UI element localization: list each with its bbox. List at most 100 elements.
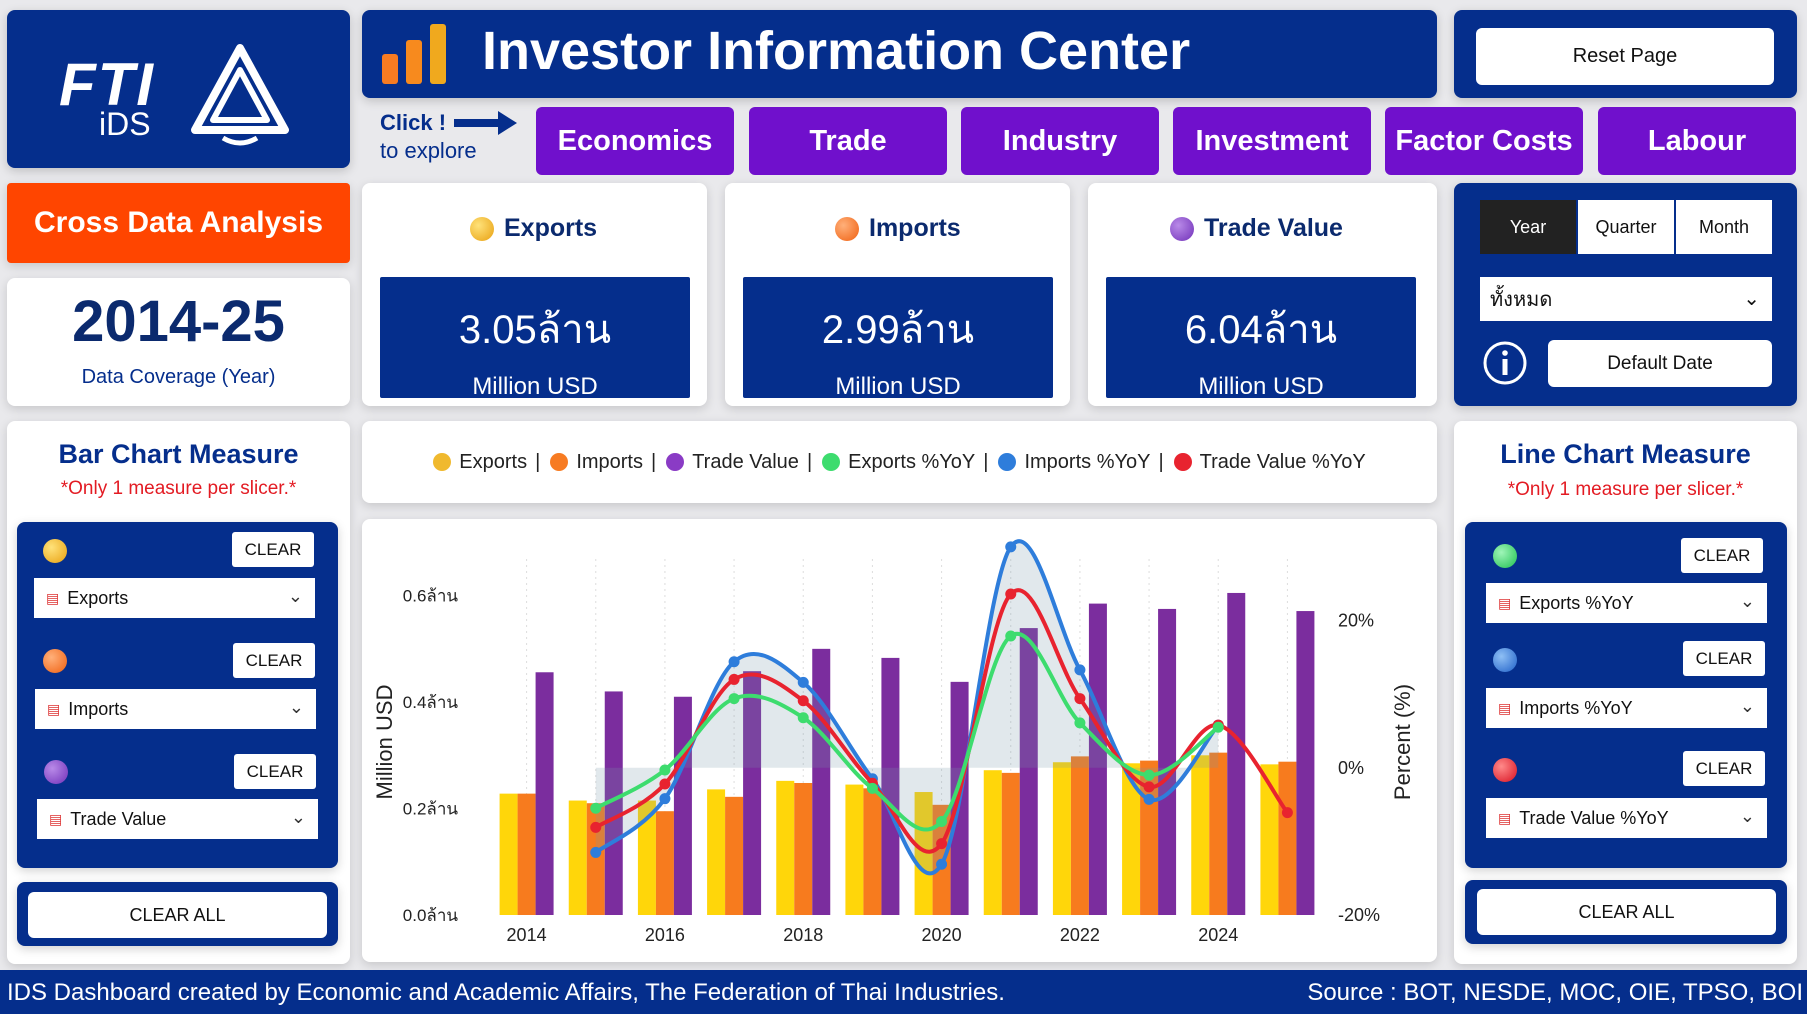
chevron-down-icon: ⌄ (1743, 288, 1760, 310)
kpi-unit-imports: Million USD (835, 373, 961, 400)
tab-factor-costs[interactable]: Factor Costs (1385, 107, 1583, 175)
title-banner: Investor Information Center (362, 10, 1437, 98)
logo-fti-text: FTI (59, 51, 155, 118)
legend-item-trade-value-yoy[interactable]: Trade Value %YoY (1173, 451, 1366, 474)
bar-measure-title: Bar Chart Measure (58, 439, 299, 469)
legend-separator: | (983, 450, 989, 473)
legend-item-exports-yoy[interactable]: Exports %YoY | (822, 451, 988, 474)
bar-exports (983, 770, 1002, 915)
line-imports-yoy-point (728, 656, 740, 668)
clear-exports-yoy-button[interactable]: CLEAR (1681, 538, 1763, 573)
imports-yoy-measure-select[interactable]: ▤ Imports %YoY ⌄ (1486, 688, 1767, 728)
clear-trade-value-yoy-button[interactable]: CLEAR (1683, 751, 1765, 786)
chart-card: 0.0ล้าน 0.2ล้าน 0.4ล้าน 0.6ล้าน -20% 0% 20% Mil… (362, 519, 1437, 962)
kpi-value-trade-value: 6.04ล้าน (1184, 308, 1338, 352)
default-date-button[interactable]: Default Date (1548, 340, 1772, 387)
legend-dot-icon (666, 453, 685, 471)
reset-page-button[interactable]: Reset Page (1476, 28, 1774, 85)
x-tick-label: 2016 (645, 925, 685, 945)
bar-trade-value (812, 648, 831, 915)
line-exports-yoy-point (590, 802, 602, 814)
clear-exports-button[interactable]: CLEAR (232, 532, 314, 567)
imports-slicer-dot-icon (43, 649, 67, 673)
bar-imports (1070, 756, 1089, 915)
kpi-title-trade-value: Trade Value (1170, 214, 1343, 243)
line-exports-yoy-point (797, 712, 809, 724)
trade-value-measure-select[interactable]: ▤ Trade Value ⌄ (37, 799, 318, 839)
logo-panel: FTI iDS (7, 10, 350, 168)
bar-imports (1278, 761, 1297, 915)
combo-chart: 0.0ล้าน 0.2ล้าน 0.4ล้าน 0.6ล้าน -20% 0% 20% Mil… (372, 539, 1415, 945)
bar-exports (707, 789, 726, 915)
reset-panel: Reset Page (1454, 10, 1797, 98)
tab-labour[interactable]: Labour (1598, 107, 1796, 175)
x-tick-label: 2014 (507, 925, 547, 945)
bar-imports (517, 793, 536, 915)
clear-trade-value-button[interactable]: CLEAR (234, 754, 316, 789)
line-imports-yoy-point (590, 846, 602, 858)
legend-separator: | (1158, 450, 1164, 473)
coverage-years: 2014-25 (72, 289, 285, 354)
imports-measure-select[interactable]: ▤ Imports ⌄ (35, 689, 316, 729)
kpi-title-exports: Exports (470, 214, 597, 243)
explore-hint: Click ! to explore (380, 110, 518, 164)
bar-exports (1191, 755, 1210, 915)
period-tab-year[interactable]: Year (1480, 200, 1576, 254)
line-imports-yoy-point (1005, 541, 1017, 553)
line-measure-note: *Only 1 measure per slicer.* (1507, 479, 1744, 500)
y2-tick-label: 20% (1338, 611, 1374, 631)
legend-dot-icon (433, 453, 452, 471)
legend-card: Exports | Imports | Trade Value | Exports %… (362, 421, 1437, 503)
chevron-down-icon: ⌄ (1739, 591, 1755, 611)
bar-trade-value (604, 691, 623, 915)
legend-dot-icon (550, 453, 569, 471)
y2-tick-label: 0% (1338, 758, 1364, 778)
period-tab-quarter[interactable]: Quarter (1578, 200, 1674, 254)
kpi-box-exports: 3.05ล้าน Million USD (380, 277, 690, 400)
tab-economics[interactable]: Economics (536, 107, 734, 175)
info-icon[interactable] (1482, 340, 1528, 386)
tab-investment[interactable]: Investment (1173, 107, 1371, 175)
legend-item-exports[interactable]: Exports | (433, 451, 540, 474)
tab-trade[interactable]: Trade (749, 107, 947, 175)
y-tick-label: 0.6ล้าน (403, 587, 459, 606)
exports-measure-select[interactable]: ▤ Exports ⌄ (34, 578, 315, 618)
period-dropdown-value: ทั้งหมด (1490, 289, 1553, 311)
y2-tick-label: -20% (1338, 905, 1380, 925)
clear-imports-button[interactable]: CLEAR (233, 643, 315, 678)
bar-exports (499, 793, 518, 915)
footer-bar: IDS Dashboard created by Economic and Ac… (0, 970, 1807, 1014)
clear-imports-yoy-button[interactable]: CLEAR (1683, 641, 1765, 676)
footer-credit: IDS Dashboard created by Economic and Ac… (7, 979, 1005, 1006)
exports-slicer-dot-icon (43, 539, 67, 563)
line-trade-value-yoy-point (590, 821, 602, 833)
period-dropdown[interactable]: ทั้งหมด ⌄ (1480, 277, 1772, 321)
line-exports-yoy (594, 631, 1220, 832)
bar-imports (586, 803, 605, 915)
logo-triangle-icon (191, 44, 289, 146)
legend-item-imports[interactable]: Imports | (550, 451, 656, 474)
trade-value-slicer-dot-icon (44, 760, 68, 784)
trade-value-yoy-measure-select[interactable]: ▤ Trade Value %YoY ⌄ (1486, 798, 1767, 838)
chevron-down-icon: ⌄ (1739, 806, 1755, 826)
legend-item-imports-yoy[interactable]: Imports %YoY | (998, 450, 1164, 474)
tab-industry[interactable]: Industry (961, 107, 1159, 175)
cross-data-analysis-button[interactable]: Cross Data Analysis (7, 183, 350, 263)
line-imports-yoy-point (659, 793, 671, 805)
period-tab-month[interactable]: Month (1676, 200, 1772, 254)
x-tick-label: 2018 (783, 925, 823, 945)
line-slicer-panel: CLEAR ▤ Exports %YoY ⌄ CLEAR ▤ Imports %… (1465, 522, 1787, 868)
measure-table-icon: ▤ (49, 810, 63, 827)
page-title: Investor Information Center (482, 21, 1191, 81)
line-clear-all-button[interactable]: CLEAR ALL (1477, 889, 1776, 935)
arrow-right-icon (454, 111, 518, 135)
chart-legend: Exports | Imports | Trade Value | Exports %… (362, 421, 1437, 503)
period-panel: Year Quarter Month ทั้งหมด ⌄ Default Dat… (1454, 183, 1797, 406)
bar-measure-note: *Only 1 measure per slicer.* (60, 478, 297, 499)
legend-item-trade-value[interactable]: Trade Value | (666, 451, 812, 474)
bar-exports (914, 792, 933, 915)
bar-imports (725, 796, 744, 915)
bar-clear-all-button[interactable]: CLEAR ALL (28, 892, 327, 938)
measure-table-icon: ▤ (1498, 594, 1512, 611)
exports-yoy-measure-select[interactable]: ▤ Exports %YoY ⌄ (1486, 583, 1767, 623)
